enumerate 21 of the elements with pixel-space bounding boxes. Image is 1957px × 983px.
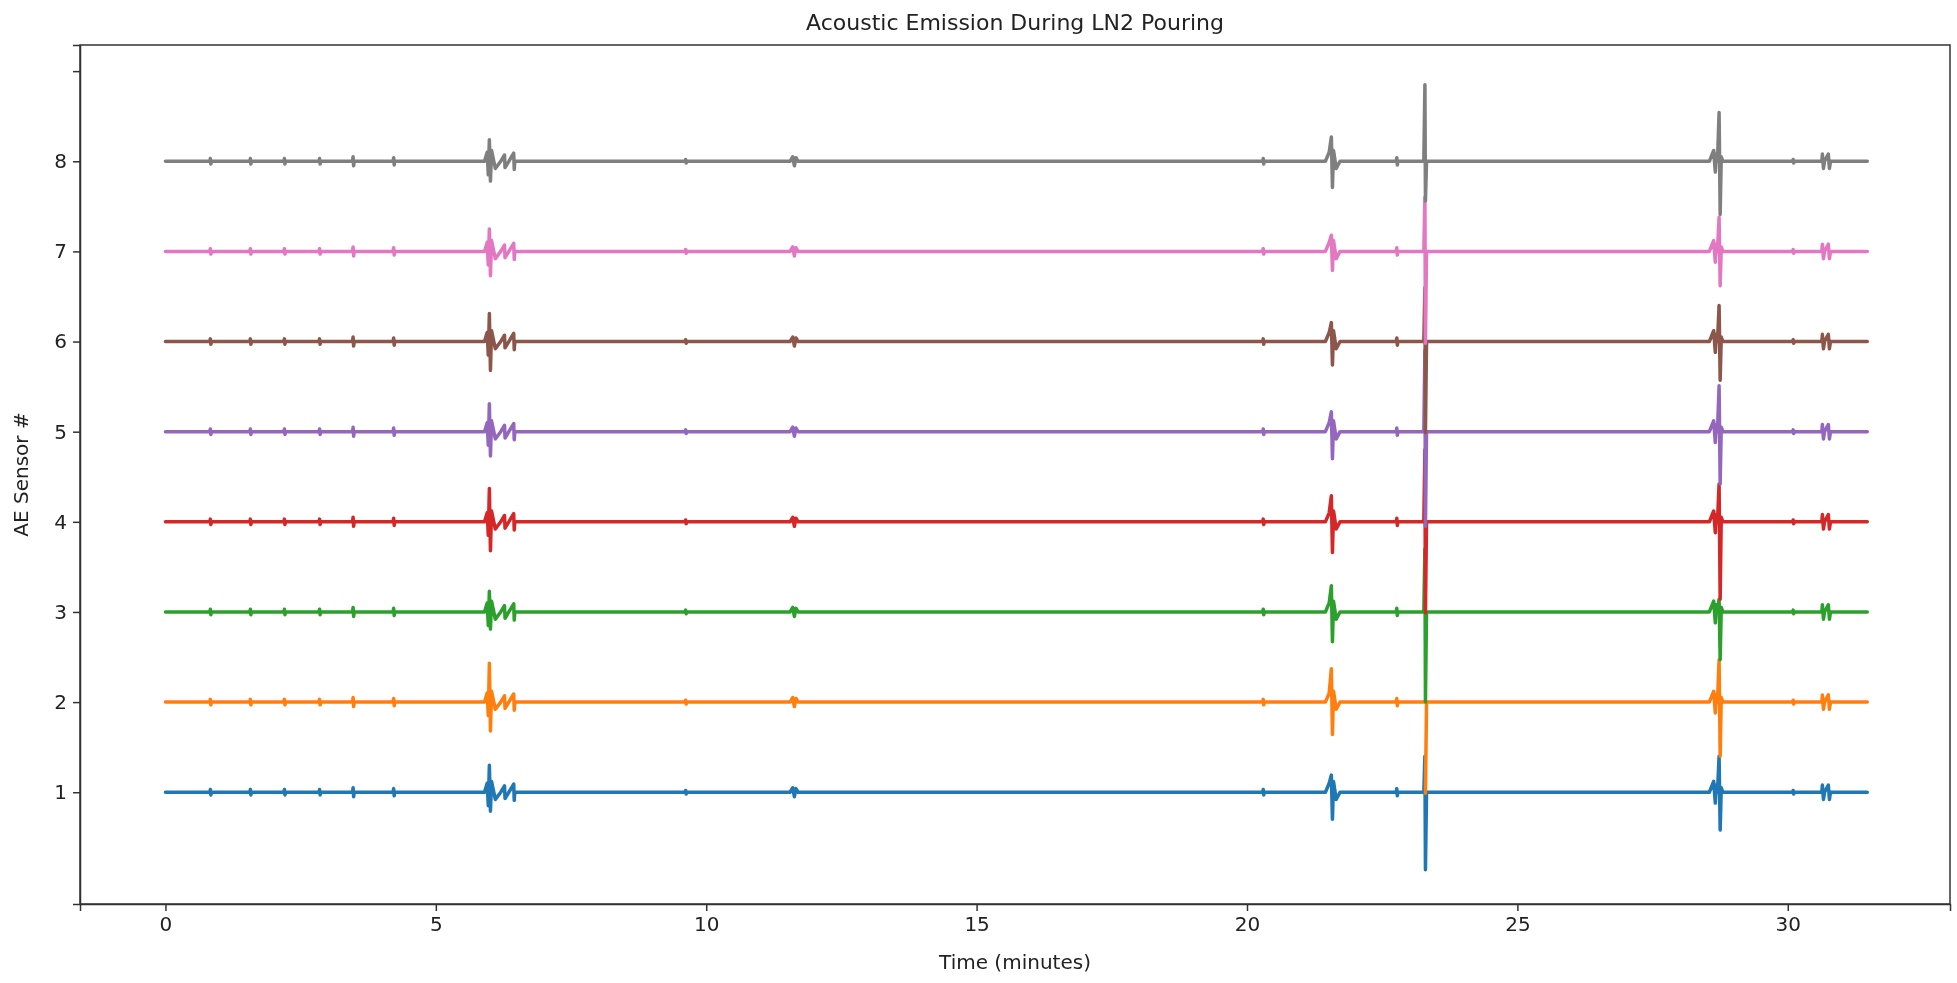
- line-series: [163, 82, 1870, 217]
- y-tick-label: 7: [54, 239, 67, 264]
- x-tick-label: 10: [693, 912, 720, 937]
- y-tick-label: 3: [54, 599, 67, 624]
- x-tick-label: 20: [1234, 912, 1261, 937]
- y-tick-label: 1: [54, 780, 67, 805]
- y-tick-label: 2: [54, 689, 67, 714]
- y-tick-label: 8: [54, 149, 67, 174]
- x-tick-label: 25: [1505, 912, 1531, 937]
- x-tick-label: 5: [429, 912, 443, 937]
- chart-title: Acoustic Emission During LN2 Pouring: [806, 10, 1224, 35]
- line-series: [163, 195, 1870, 346]
- line-series: [163, 754, 1870, 872]
- x-tick-label: 0: [159, 912, 173, 937]
- y-axis-title: AE Sensor #: [9, 412, 33, 537]
- x-tick-label: 30: [1775, 912, 1801, 937]
- y-tick-label: 6: [54, 329, 67, 354]
- y-tick-label: 4: [54, 509, 67, 534]
- y-tick-label: 5: [54, 419, 67, 444]
- x-tick-label: 15: [964, 912, 990, 937]
- x-axis-title: Time (minutes): [938, 950, 1091, 974]
